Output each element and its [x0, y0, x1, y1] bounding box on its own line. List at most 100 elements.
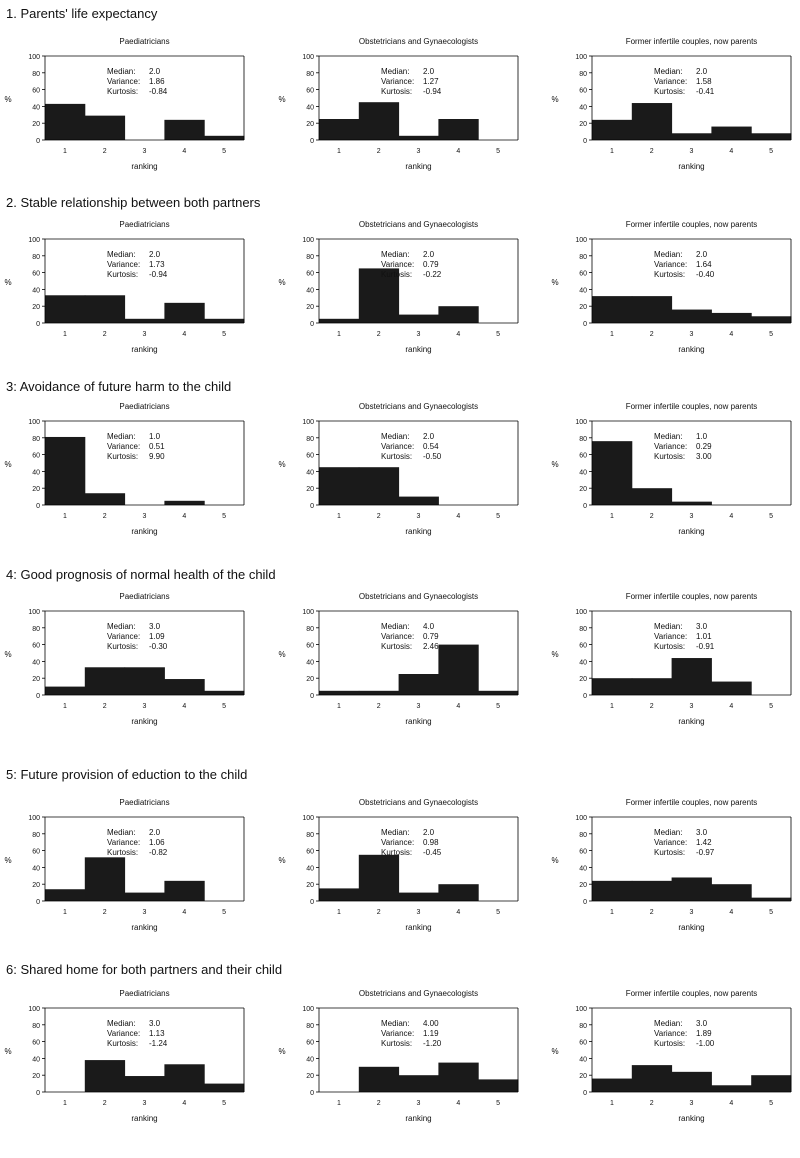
y-tick-label: 80 [32, 626, 40, 633]
bar-5 [204, 135, 245, 140]
y-tick-label: 0 [583, 693, 587, 700]
x-tick-label: 3 [143, 703, 147, 710]
y-tick-label: 80 [579, 626, 587, 633]
y-axis-label: % [4, 1047, 11, 1056]
y-tick-label: 60 [579, 88, 587, 95]
stat-value-variance: 1.01 [696, 632, 712, 641]
stat-label-kurtosis: Kurtosis: [107, 642, 138, 651]
y-axis-label: % [4, 95, 11, 104]
x-tick-label: 2 [377, 331, 381, 338]
stat-label-variance: Variance: [107, 838, 140, 847]
stat-label-variance: Variance: [381, 1029, 414, 1038]
x-axis-label: ranking [405, 345, 431, 354]
x-tick-label: 3 [143, 909, 147, 916]
y-tick-label: 0 [36, 138, 40, 145]
y-axis-label: % [551, 460, 558, 469]
stat-value-median: 3.0 [696, 622, 708, 631]
x-tick-label: 5 [222, 513, 226, 520]
stat-value-median: 1.0 [696, 432, 708, 441]
bar-5 [204, 690, 245, 695]
y-tick-label: 80 [32, 1023, 40, 1030]
y-tick-label: 100 [302, 54, 314, 61]
x-tick-label: 5 [222, 703, 226, 710]
stat-value-median: 2.0 [423, 250, 435, 259]
stat-value-variance: 1.64 [696, 260, 712, 269]
stat-value-variance: 1.89 [696, 1029, 712, 1038]
x-tick-label: 4 [182, 513, 186, 520]
y-tick-label: 100 [28, 609, 40, 616]
chart-obs-1: Obstetricians and Gynaecologists 0 20 40 60 8… [278, 37, 519, 171]
x-tick-label: 1 [63, 909, 67, 916]
y-axis-label: % [278, 460, 285, 469]
chart-title: Former infertile couples, now parents [626, 37, 758, 46]
y-tick-label: 0 [310, 693, 314, 700]
y-tick-label: 40 [32, 659, 40, 666]
stat-label-kurtosis: Kurtosis: [654, 452, 685, 461]
x-tick-label: 5 [769, 331, 773, 338]
y-tick-label: 20 [306, 1073, 314, 1080]
stat-value-median: 2.0 [423, 67, 435, 76]
x-tick-label: 3 [690, 1100, 694, 1107]
bar-2 [358, 854, 400, 901]
stat-label-variance: Variance: [654, 77, 687, 86]
bar-4 [711, 1085, 752, 1092]
stat-value-kurtosis: 3.00 [696, 452, 712, 461]
y-tick-label: 40 [32, 865, 40, 872]
y-tick-label: 20 [306, 882, 314, 889]
stat-value-variance: 0.29 [696, 442, 712, 451]
y-tick-label: 60 [306, 271, 314, 278]
y-tick-label: 20 [306, 676, 314, 683]
y-tick-label: 40 [579, 659, 587, 666]
y-tick-label: 0 [310, 321, 314, 328]
y-tick-label: 40 [579, 287, 587, 294]
y-axis-label: % [4, 650, 11, 659]
x-tick-label: 2 [377, 909, 381, 916]
bar-1 [592, 119, 633, 140]
stat-value-median: 4.00 [423, 1019, 439, 1028]
y-axis-label: % [278, 278, 285, 287]
stat-value-variance: 1.06 [149, 838, 165, 847]
x-tick-label: 1 [63, 331, 67, 338]
x-tick-label: 1 [63, 513, 67, 520]
x-tick-label: 5 [769, 513, 773, 520]
x-tick-label: 1 [610, 513, 614, 520]
stat-label-kurtosis: Kurtosis: [381, 452, 412, 461]
x-tick-label: 2 [650, 331, 654, 338]
y-axis-label: % [278, 1047, 285, 1056]
stat-value-kurtosis: -1.20 [423, 1039, 442, 1048]
y-tick-label: 80 [32, 254, 40, 261]
y-tick-label: 80 [306, 1023, 314, 1030]
x-tick-label: 1 [337, 909, 341, 916]
stat-label-kurtosis: Kurtosis: [381, 642, 412, 651]
x-tick-label: 2 [650, 703, 654, 710]
x-tick-label: 2 [103, 513, 107, 520]
y-tick-label: 100 [28, 419, 40, 426]
stat-label-median: Median: [107, 622, 135, 631]
chart-title: Paediatricians [119, 220, 169, 229]
x-tick-label: 4 [456, 909, 460, 916]
chart-obs-4: Obstetricians and Gynaecologists 0 20 40 60 8… [278, 592, 519, 726]
chart-title: Obstetricians and Gynaecologists [359, 592, 478, 601]
bar-2 [84, 857, 126, 901]
chart-paed-6: Paediatricians 0 20 40 60 80 100 1 2 3 4 5% ranking M… [4, 989, 245, 1123]
stat-value-variance: 1.27 [423, 77, 439, 86]
bar-2 [358, 102, 400, 140]
y-tick-label: 20 [306, 304, 314, 311]
bar-2 [358, 467, 400, 505]
y-tick-label: 40 [579, 104, 587, 111]
chart-title: Obstetricians and Gynaecologists [359, 402, 478, 411]
x-tick-label: 2 [103, 331, 107, 338]
bar-4 [711, 884, 752, 901]
stat-label-median: Median: [654, 67, 682, 76]
x-tick-label: 2 [377, 148, 381, 155]
x-tick-label: 5 [222, 1100, 226, 1107]
stat-value-variance: 0.79 [423, 260, 439, 269]
x-tick-label: 1 [610, 909, 614, 916]
x-tick-label: 5 [496, 148, 500, 155]
bar-4 [438, 119, 479, 140]
chart-title: Former infertile couples, now parents [626, 798, 758, 807]
chart-paed-2: Paediatricians 0 20 40 60 80 100 1 2 3 4 5% ranking M… [4, 220, 245, 354]
stat-label-median: Median: [381, 622, 409, 631]
x-axis-label: ranking [678, 345, 704, 354]
